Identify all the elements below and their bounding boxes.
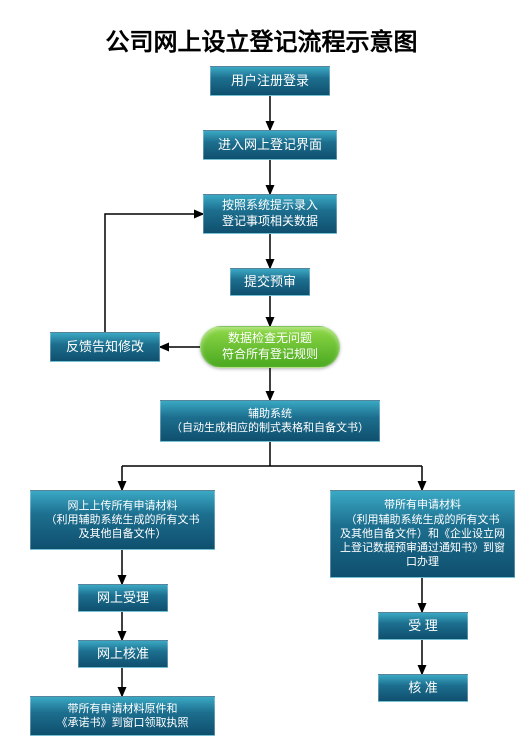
flow-node-label: 用户注册登录: [225, 71, 315, 92]
flow-node-n1: 用户注册登录: [210, 66, 330, 96]
flow-node-n2: 进入网上登记界面: [203, 130, 337, 160]
flow-node-label: 网上上传所有申请材料（利用辅助系统生成的所有文书及其他自备文件）: [40, 497, 206, 544]
flow-node-n13: 受 理: [378, 612, 468, 640]
flow-node-label: 辅助系统（自动生成相应的制式表格和自备文书）: [165, 405, 375, 438]
flow-node-label: 进入网上登记界面: [212, 135, 328, 156]
flow-node-label: 按照系统提示录入登记事项相关数据: [216, 196, 324, 231]
flow-node-n14: 核 准: [378, 674, 468, 702]
flow-node-label: 提交预审: [238, 272, 302, 293]
flow-node-label: 数据检查无问题符合所有登记规则: [216, 329, 324, 364]
flow-node-label: 网上受理: [91, 588, 155, 609]
flow-node-label: 反馈告知修改: [60, 337, 150, 358]
page-title: 公司网上设立登记流程示意图: [0, 22, 523, 57]
flow-node-label: 核 准: [402, 678, 444, 699]
flow-node-label: 受 理: [402, 616, 444, 637]
flow-node-n6: 反馈告知修改: [50, 332, 160, 362]
flow-node-label: 网上核准: [91, 644, 155, 665]
flow-node-n5: 数据检查无问题符合所有登记规则: [200, 326, 340, 368]
flow-node-n3: 按照系统提示录入登记事项相关数据: [203, 194, 337, 234]
flow-node-label: 带所有申请材料原件和《承诺书》到窗口领取执照: [51, 700, 195, 733]
flow-node-n8: 网上上传所有申请材料（利用辅助系统生成的所有文书及其他自备文件）: [30, 490, 215, 550]
flow-node-n11: 网上核准: [78, 640, 168, 668]
flow-node-n9: 带所有申请材料（利用辅助系统生成的所有文书及其他自备文件）和《企业设立网上登记数…: [330, 490, 515, 578]
flow-edge: [105, 214, 203, 332]
flow-node-n12: 带所有申请材料原件和《承诺书》到窗口领取执照: [30, 696, 215, 736]
flow-node-label: 带所有申请材料（利用辅助系统生成的所有文书及其他自备文件）和《企业设立网上登记数…: [334, 496, 511, 571]
flow-node-n10: 网上受理: [78, 584, 168, 612]
flow-node-n7: 辅助系统（自动生成相应的制式表格和自备文书）: [160, 400, 380, 442]
flow-node-n4: 提交预审: [230, 268, 310, 296]
